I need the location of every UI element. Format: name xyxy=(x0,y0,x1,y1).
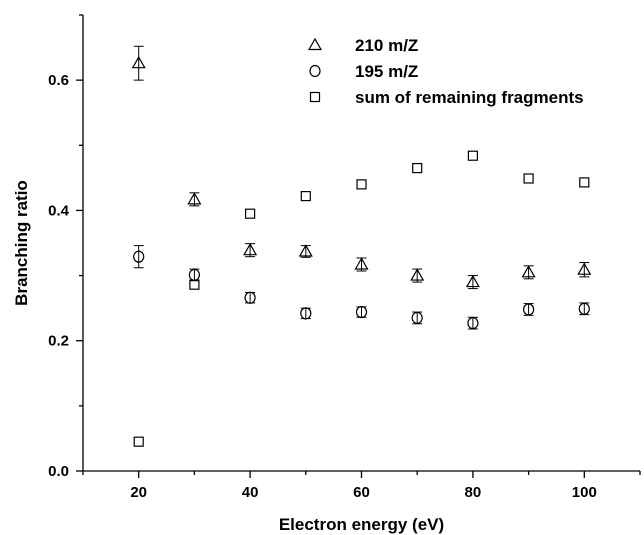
legend-marker-square xyxy=(309,91,321,103)
y-tick-label: 0.0 xyxy=(48,463,69,480)
legend-marker-triangle xyxy=(307,37,323,51)
x-ticks: 20 40 60 80 100 xyxy=(82,471,641,501)
data-point-square xyxy=(189,279,200,290)
data-point-circle xyxy=(467,317,479,330)
x-tick-label: 40 xyxy=(242,484,259,501)
data-point-triangle xyxy=(410,268,425,281)
data-point-circle xyxy=(411,311,423,325)
data-point-circle xyxy=(522,303,535,316)
data-point-square xyxy=(467,150,478,161)
data-point-triangle xyxy=(298,244,313,257)
y-axis-title: Branching ratio xyxy=(12,180,31,306)
data-point-circle xyxy=(244,291,256,304)
legend-label: sum of remaining fragments xyxy=(355,88,584,107)
data-point-circle xyxy=(133,250,145,263)
y-ticks: 0.0 0.2 0.4 0.6 xyxy=(48,14,83,480)
data-points xyxy=(131,45,592,447)
legend-marker-circle xyxy=(309,64,321,78)
series-triangle xyxy=(131,45,592,290)
y-tick-label: 0.2 xyxy=(48,333,69,350)
y-tick-label: 0.6 xyxy=(48,72,69,89)
data-point-circle xyxy=(578,302,590,315)
legend: 210 m/Z 195 m/Z sum of remaining fragments xyxy=(307,36,584,107)
data-point-square xyxy=(133,436,144,447)
data-point-circle xyxy=(355,305,368,319)
y-tick-label: 0.4 xyxy=(48,202,70,219)
legend-label: 195 m/Z xyxy=(355,62,418,81)
series-circle xyxy=(133,245,590,330)
data-point-triangle xyxy=(465,274,480,288)
data-point-square xyxy=(579,177,590,188)
data-point-triangle xyxy=(521,265,536,278)
series-square xyxy=(133,150,590,447)
data-point-circle xyxy=(300,307,312,320)
data-point-triangle xyxy=(187,192,202,205)
legend-label: 210 m/Z xyxy=(355,36,418,55)
x-tick-label: 100 xyxy=(572,484,597,501)
data-point-square xyxy=(412,162,423,174)
x-tick-label: 60 xyxy=(353,484,370,501)
data-point-square xyxy=(523,173,534,184)
data-point-triangle xyxy=(577,262,592,275)
data-point-square xyxy=(300,190,311,202)
axes: 20 40 60 80 100 0.0 0.2 0.4 0.6 xyxy=(48,14,641,501)
data-point-square xyxy=(245,208,256,219)
data-point-triangle xyxy=(131,55,146,69)
data-point-triangle xyxy=(243,242,258,256)
x-tick-label: 20 xyxy=(130,484,147,501)
x-axis-title: Electron energy (eV) xyxy=(279,515,444,534)
data-point-square xyxy=(356,179,367,190)
x-tick-label: 80 xyxy=(465,484,482,501)
data-point-triangle xyxy=(354,257,369,270)
